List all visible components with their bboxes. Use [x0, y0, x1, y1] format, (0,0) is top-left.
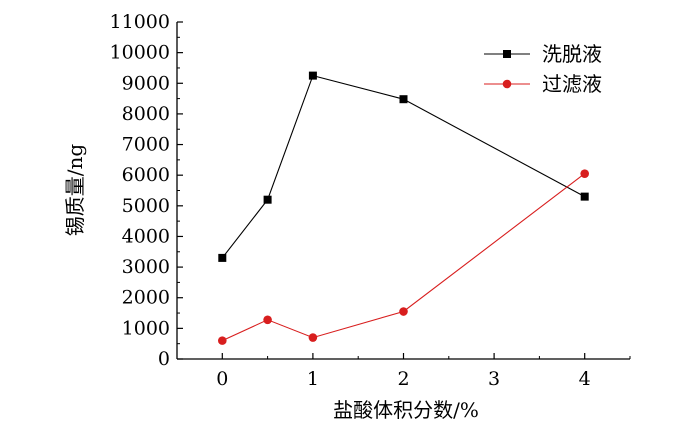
y-tick-label: 5000	[122, 195, 170, 217]
ticks: 0 1000 2000 3000 4000 5000 6000 7000 8000 9000 100…	[110, 11, 631, 390]
legend-label: 过滤液	[542, 72, 602, 96]
y-axis-label: 锡质量/ng	[63, 144, 87, 237]
y-tick-label: 4000	[122, 225, 170, 247]
series-1	[218, 71, 589, 262]
data-point	[580, 192, 589, 201]
y-tick-label: 6000	[122, 164, 170, 186]
x-tick-label: 2	[397, 368, 409, 390]
y-tick-label: 7000	[122, 134, 170, 156]
y-tick-label: 8000	[122, 103, 170, 125]
x-tick-label: 1	[307, 368, 319, 390]
y-tick-label: 10000	[110, 42, 170, 64]
legend-marker	[502, 79, 512, 89]
y-tick-label: 2000	[122, 287, 170, 309]
data-point	[263, 315, 272, 325]
y-tick-label: 9000	[122, 72, 170, 94]
legend-item: 洗脱液	[484, 42, 602, 66]
y-tick-label: 1000	[122, 317, 170, 339]
data-point	[218, 336, 227, 345]
legend-label: 洗脱液	[542, 42, 602, 66]
legend-marker	[503, 50, 511, 58]
y-tick-label: 3000	[122, 256, 170, 278]
series-layer	[218, 71, 589, 345]
data-point	[399, 307, 408, 316]
legend-item: 过滤液	[484, 72, 602, 96]
x-axis-label: 盐酸体积分数/%	[333, 398, 479, 422]
y-tick-label: 11000	[110, 11, 170, 33]
data-point	[580, 169, 589, 178]
x-tick-label: 0	[216, 368, 228, 390]
series-2	[218, 169, 589, 345]
data-point	[308, 333, 318, 342]
data-point	[218, 253, 227, 262]
data-point	[399, 95, 408, 104]
y-tick-label: 0	[158, 348, 170, 370]
data-point	[308, 71, 317, 80]
x-tick-label: 3	[488, 368, 500, 390]
x-tick-label: 4	[579, 368, 591, 390]
data-point	[263, 195, 272, 204]
